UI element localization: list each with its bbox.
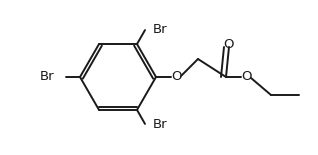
Text: O: O xyxy=(241,71,251,84)
Text: Br: Br xyxy=(153,23,168,36)
Text: Br: Br xyxy=(39,71,54,84)
Text: Br: Br xyxy=(153,118,168,131)
Text: O: O xyxy=(223,38,233,51)
Text: O: O xyxy=(171,71,181,84)
